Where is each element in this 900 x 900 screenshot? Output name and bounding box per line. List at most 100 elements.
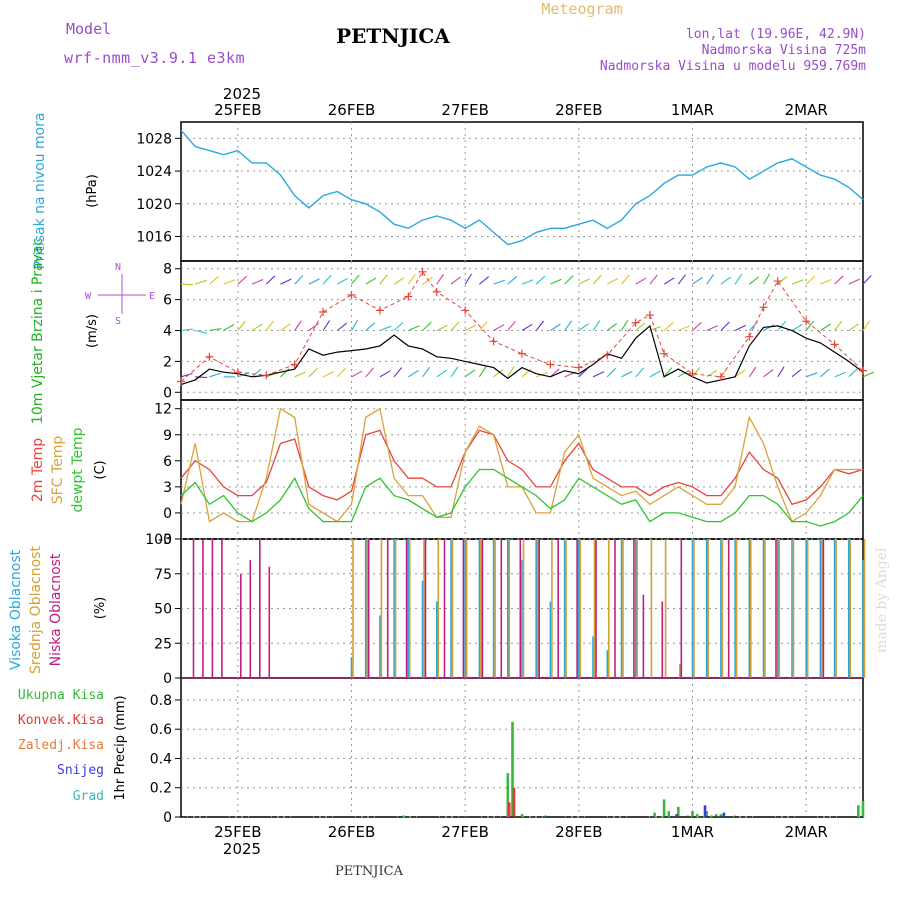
precip-bar-0-16 <box>733 815 737 817</box>
precip-bar-0-17 <box>857 805 860 817</box>
y-tick-label-3-0: 0 <box>163 671 172 687</box>
wind-barb-0-3 <box>195 376 208 379</box>
precip-bar-0-12 <box>705 811 708 817</box>
wind-gust-marker-15 <box>574 363 583 372</box>
wind-barb-2-36 <box>351 274 360 285</box>
x-tick-bottom-2: 27FEB <box>441 823 488 841</box>
wind-barb-1-57 <box>450 321 460 331</box>
wind-barb-2-105 <box>677 274 686 285</box>
wind-barb-2-93 <box>621 274 630 285</box>
wind-gust-marker-10 <box>432 287 441 296</box>
y-tick-label-0-1: 1020 <box>136 197 172 213</box>
wind-gust-marker-13 <box>518 349 526 358</box>
x-tick-top-3: 28FEB <box>555 101 602 119</box>
wind-barb-1-117 <box>734 324 747 331</box>
precip-bar-0-18 <box>861 800 865 817</box>
wind-barb-0-99 <box>649 370 661 378</box>
y-tick-label-0-0: 1016 <box>136 229 172 245</box>
wind-barb-0-78 <box>550 368 560 378</box>
compass-e: E <box>149 291 155 302</box>
wind-barb-2-57 <box>450 276 461 285</box>
y-tick-label-2-3: 6 <box>163 454 172 470</box>
wind-barb-0-117 <box>734 369 746 378</box>
precip-bar-0-10 <box>691 811 694 817</box>
wind-barb-2-18 <box>265 275 276 285</box>
wind-speed-line <box>180 324 864 386</box>
wind-barb-0-54 <box>436 369 448 378</box>
compass-s: S <box>115 316 121 327</box>
wind-barb-0-84 <box>578 368 588 378</box>
wind-gust-marker-12 <box>489 337 498 346</box>
wind-barb-0-108 <box>692 367 701 378</box>
wind-barb-2-60 <box>464 273 472 285</box>
wind-barb-2-120 <box>748 276 760 285</box>
wind-barb-1-42 <box>379 325 392 332</box>
wind-barb-0-69 <box>507 366 515 378</box>
wind-barb-1-135 <box>820 323 831 331</box>
y-tick-label-0-3: 1028 <box>136 131 172 147</box>
wind-barb-2-9 <box>223 279 235 285</box>
x-tick-bottom-5: 2MAR <box>785 823 828 841</box>
wind-barb-0-138 <box>834 371 846 378</box>
year-top: 2025 <box>223 85 261 103</box>
year-bottom: 2025 <box>223 840 261 858</box>
wind-barb-2-102 <box>663 277 675 285</box>
wind-barb-0-105 <box>678 370 689 378</box>
wind-gust-marker-26 <box>830 340 839 349</box>
wind-barb-0-60 <box>464 369 476 378</box>
wind-barb-0-102 <box>663 367 673 378</box>
precip-bar-0-9 <box>686 815 690 817</box>
wind-gust-marker-20 <box>688 369 697 378</box>
chart-kind: Meteogram <box>541 0 622 18</box>
wind-barb-1-144 <box>862 320 871 331</box>
wind-gust-marker-9 <box>418 267 427 276</box>
wind-barb-0-33 <box>336 367 346 378</box>
wind-barb-2-123 <box>763 273 771 285</box>
wind-barb-1-24 <box>294 320 302 331</box>
wind-barb-1-123 <box>763 324 775 331</box>
wind-barb-1-9 <box>223 324 235 331</box>
wind-barb-0-129 <box>791 368 802 378</box>
wind-gust-marker-21 <box>716 372 725 381</box>
wind-barb-1-21 <box>280 323 291 331</box>
pressure-ylabel: (hPa) <box>85 174 100 208</box>
wind-barb-1-129 <box>791 324 803 331</box>
wind-barb-0-36 <box>351 370 363 378</box>
wind-gust-marker-8 <box>404 292 413 301</box>
y-tick-label-4-0: 0 <box>163 810 172 826</box>
cloud-label-low: Niska Oblacnost <box>48 553 64 666</box>
pressure-line <box>180 129 864 246</box>
wind-barb-2-48 <box>407 274 416 285</box>
wind-title-line: 10m Vjetar Brzina i Pravac <box>30 238 46 424</box>
wind-gust-marker-11 <box>461 306 470 315</box>
wind-barb-0-39 <box>365 367 375 378</box>
wind-barb-1-15 <box>251 323 263 331</box>
precip-bar-0-6 <box>662 799 666 817</box>
precip-legend-snow: Snijeg <box>57 763 104 778</box>
wind-gust-marker-16 <box>603 351 612 360</box>
precip-bar-2-1 <box>703 805 707 817</box>
ticks-layer: 25FEB 25FEB 26FEB 26FEB 27FEB 27FEB 28FEB 28FEB… <box>136 101 827 841</box>
wind-title: 10m Vjetar Brzina i Pravac <box>30 238 46 424</box>
y-tick-label-2-2: 3 <box>163 480 172 496</box>
wind-barb-0-42 <box>379 370 391 378</box>
wind-gust-marker-4 <box>290 360 299 369</box>
wind-barb-2-45 <box>393 277 405 285</box>
wind-barb-0-126 <box>777 366 785 378</box>
wind-barb-1-54 <box>436 324 448 331</box>
y-tick-label-3-2: 50 <box>154 602 172 618</box>
precip-bar-1-0 <box>508 802 511 817</box>
wind-barb-2-117 <box>734 273 743 285</box>
wind-barb-0-27 <box>308 367 318 378</box>
wind-barb-0-144 <box>862 371 875 378</box>
wind-ylabel: (m/s) <box>85 314 100 348</box>
credit: made by Angel <box>874 547 890 653</box>
x-tick-bottom-1: 26FEB <box>328 823 375 841</box>
wind-barb-1-69 <box>507 320 516 331</box>
x-tick-bottom-0: 25FEB <box>214 823 261 841</box>
wind-barb-2-24 <box>294 275 304 285</box>
wind-barb-2-27 <box>308 278 320 285</box>
x-tick-bottom-3: 28FEB <box>555 823 602 841</box>
wind-barb-2-138 <box>834 275 844 285</box>
wind-barb-1-60 <box>464 324 477 331</box>
